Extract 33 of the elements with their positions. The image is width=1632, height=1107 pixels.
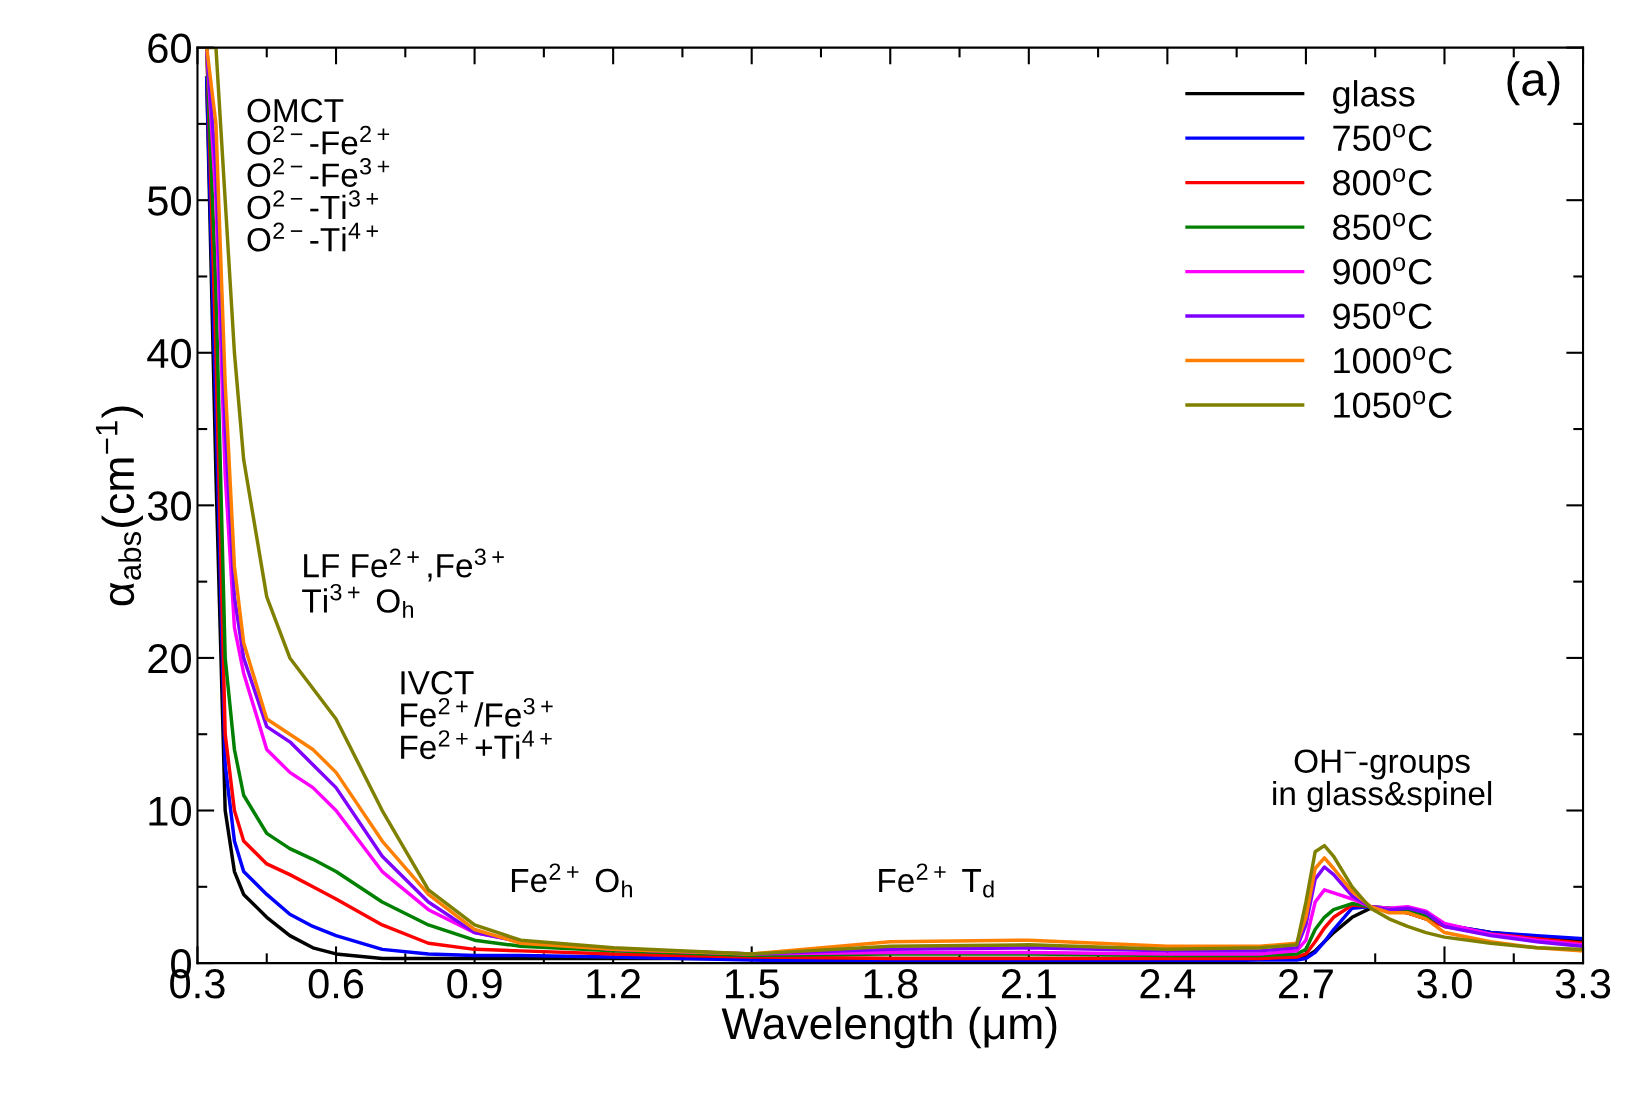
text: OMCT O$^{2−}$-Fe$^{2+}$ O$^{2−}$-Fe$^{3+}$ O$^{2−}$-Ti$^{3+}$ O$^{2−}$-Ti$^{4+}$ xyxy=(247,98,390,252)
x-tick-label: 2.7 xyxy=(1279,969,1333,999)
text: IVCT Fe$^{2+}$/Fe$^{3+}$ Fe$^{2+}$+Ti$^{4+}$ xyxy=(401,671,553,760)
y-tick-label: 40 xyxy=(147,338,191,369)
x-axis-title: Wavelength (μm) xyxy=(721,1006,1057,1049)
legend-label: 800$^{o}$C xyxy=(1333,168,1432,196)
x-tick-label: 1.8 xyxy=(864,969,918,999)
x-tick-label: 2.1 xyxy=(1001,969,1056,999)
y-tick-label: 60 xyxy=(148,33,191,64)
x-tick-label: 1.2 xyxy=(587,969,641,999)
x-tick-label: 3.3 xyxy=(1555,969,1611,999)
y-tick-label: 50 xyxy=(147,186,191,216)
legend-label: 900$^{o}$C xyxy=(1333,257,1432,285)
legend-label: 850$^{o}$C xyxy=(1333,212,1432,240)
y-axis-title: α$_{abs}$(cm$^{−1}$) xyxy=(95,406,143,606)
x-tick-label: 2.4 xyxy=(1140,969,1196,999)
legend-label: 1000$^{o}$C xyxy=(1334,346,1452,374)
y-tick-label: 20 xyxy=(148,643,191,674)
annotation: (a) xyxy=(1507,61,1560,106)
annotation: Fe$^{2+}$ O$_{h}$ xyxy=(511,863,632,898)
text: LF Fe$^{2+}$,Fe$^{3+}$ Ti$^{3+}$ O$_{h}$ xyxy=(302,548,504,618)
x-tick-label: 0.9 xyxy=(447,969,502,999)
x-tick-label: 0.6 xyxy=(308,969,364,999)
legend-label: glass xyxy=(1333,80,1415,114)
x-tick-label: 3.0 xyxy=(1417,969,1472,999)
y-tick-label: 30 xyxy=(147,491,191,521)
legend-label: 950$^{o}$C xyxy=(1333,301,1432,329)
x-tick-label: 1.5 xyxy=(725,969,779,999)
legend-label: 750$^{o}$C xyxy=(1333,123,1432,151)
annotation: Fe$^{2+}$ T$_{d}$ xyxy=(879,863,994,898)
annotation: OH$^{−}$-groups in glass&spinel xyxy=(1273,749,1492,813)
y-tick-label: 10 xyxy=(149,796,191,827)
legend-label: 1050$^{o}$C xyxy=(1334,390,1452,418)
